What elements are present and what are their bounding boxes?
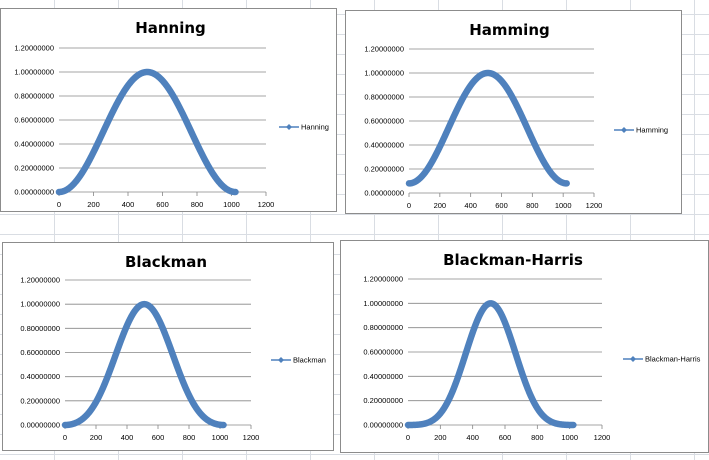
y-tick-label: 0.80000000 (363, 323, 403, 332)
chart-blackman-harris[interactable]: Blackman-Harris 0.00000000 0.20000000 0.400… (340, 240, 709, 453)
chart-title: Hamming (469, 21, 550, 39)
legend-label: Blackman-Harris (645, 355, 701, 364)
chart-hamming[interactable]: Hamming 0.00000000 0.20000000 0.40000000 0.6… (345, 10, 682, 214)
x-tick-label: 400 (464, 201, 477, 210)
y-tick-label: 0.60000000 (363, 348, 403, 357)
series-line (61, 300, 227, 429)
y-tick-label: 1.00000000 (20, 300, 60, 309)
y-tick-label: 1.00000000 (363, 299, 403, 308)
x-tick-label: 200 (434, 201, 447, 210)
y-tick-label: 1.20000000 (363, 275, 403, 284)
chart-title: Blackman-Harris (443, 251, 583, 269)
x-tick-label: 0 (406, 433, 410, 442)
chart-title: Hanning (135, 19, 206, 37)
x-tick-label: 1000 (555, 201, 572, 210)
x-tick-label: 400 (122, 200, 135, 209)
x-tick-label: 1200 (594, 433, 611, 442)
chart-svg: Hamming 0.00000000 0.20000000 0.40000000 0.6… (364, 21, 668, 210)
chart-hanning[interactable]: Hanning 0.00000000 0.20000000 0.40000000 0.6… (0, 8, 337, 212)
legend-marker (278, 357, 284, 363)
x-tick-label: 200 (434, 433, 447, 442)
y-tick-label: 0.40000000 (14, 140, 54, 149)
y-tick-label: 0.00000000 (363, 421, 403, 430)
chart-svg: Hanning 0.00000000 0.20000000 0.40000000 0.6… (14, 19, 329, 209)
y-tick-label: 0.20000000 (14, 164, 54, 173)
x-tick-label: 800 (191, 200, 204, 209)
x-tick-label: 400 (466, 433, 479, 442)
x-tick-label: 600 (495, 201, 508, 210)
x-tick-label: 800 (183, 433, 196, 442)
x-tick-label: 200 (90, 433, 103, 442)
y-tick-label: 0.20000000 (364, 165, 404, 174)
x-tick-label: 1000 (212, 433, 229, 442)
y-tick-label: 0.80000000 (364, 93, 404, 102)
y-tick-label: 0.20000000 (20, 396, 60, 405)
chart-title: Blackman (125, 253, 207, 271)
x-tick-label: 800 (531, 433, 544, 442)
y-tick-label: 0.60000000 (14, 116, 54, 125)
x-tick-label: 200 (87, 200, 100, 209)
y-tick-label: 0.00000000 (14, 188, 54, 197)
chart-blackman[interactable]: Blackman 0.00000000 0.20000000 0.40000000 0.… (2, 242, 334, 451)
y-tick-label: 0.80000000 (14, 92, 54, 101)
y-tick-label: 0.40000000 (20, 372, 60, 381)
x-tick-label: 0 (63, 433, 67, 442)
x-tick-label: 800 (526, 201, 539, 210)
legend-marker (630, 356, 636, 362)
y-tick-label: 0.80000000 (20, 324, 60, 333)
y-tick-label: 0.40000000 (364, 141, 404, 150)
y-tick-label: 1.20000000 (14, 44, 54, 53)
y-tick-label: 0.40000000 (363, 372, 403, 381)
y-tick-label: 0.60000000 (20, 348, 60, 357)
legend-label: Blackman (293, 356, 326, 365)
x-tick-label: 0 (57, 200, 61, 209)
x-tick-label: 600 (152, 433, 165, 442)
legend-label: Hanning (301, 123, 329, 132)
series-line (404, 300, 577, 429)
x-tick-label: 1000 (561, 433, 578, 442)
x-tick-label: 0 (407, 201, 411, 210)
x-tick-label: 600 (499, 433, 512, 442)
x-tick-label: 1200 (243, 433, 260, 442)
y-tick-label: 1.00000000 (364, 69, 404, 78)
x-tick-label: 400 (121, 433, 134, 442)
chart-svg: Blackman 0.00000000 0.20000000 0.40000000 0.… (20, 253, 326, 442)
legend-marker (621, 127, 627, 133)
y-tick-label: 1.00000000 (14, 68, 54, 77)
y-tick-label: 0.00000000 (364, 189, 404, 198)
y-tick-label: 0.60000000 (364, 117, 404, 126)
y-tick-label: 0.20000000 (363, 396, 403, 405)
legend-marker (286, 124, 292, 130)
series-line (55, 68, 239, 196)
y-tick-label: 1.20000000 (20, 276, 60, 285)
y-tick-label: 1.20000000 (364, 45, 404, 54)
x-tick-label: 600 (156, 200, 169, 209)
y-tick-label: 0.00000000 (20, 421, 60, 430)
series-line (405, 69, 570, 187)
legend-label: Hamming (636, 126, 668, 135)
x-tick-label: 1200 (258, 200, 275, 209)
chart-svg: Blackman-Harris 0.00000000 0.20000000 0.400… (363, 251, 701, 442)
x-tick-label: 1200 (586, 201, 603, 210)
x-tick-label: 1000 (223, 200, 240, 209)
